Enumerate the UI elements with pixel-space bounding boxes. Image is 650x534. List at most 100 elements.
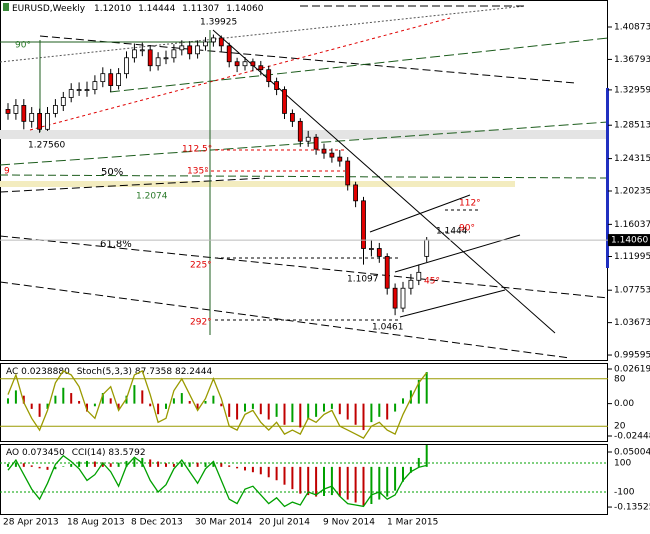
panel-header: AC 0.0238880 Stoch(5,3,3) 87.7358 82.244… [6,367,212,377]
candle-body [5,109,11,114]
y-tick-label: 1.36793 [614,55,650,65]
candle-body [329,152,335,158]
y-tick-label: 1.20235 [614,187,650,197]
ohlc-label: 1.12010 [94,4,131,14]
gray-band [0,130,607,139]
last-price-label: 1.14060 [611,236,648,246]
candle-body [45,113,50,130]
annotation: 90° [15,41,31,51]
annotation: 90° [459,224,475,234]
candle-body [100,73,106,83]
candle-body [313,136,319,150]
annotation: 292° [190,318,212,328]
candle-body [400,287,406,309]
x-tick-label: 1 Mar 2015 [387,518,438,528]
candle-body [424,239,430,257]
trend-line [29,17,451,131]
channel-line [399,289,506,318]
ohlc-label: 1.14060 [226,4,263,14]
candle-body [53,105,58,114]
candle-body [84,89,90,91]
y-tick-label: 1.32959 [614,85,650,95]
y-tick-label: -0.135252 [614,503,650,513]
chart-title: EURUSD,Weekly [12,4,86,14]
ohlc-label: 1.11307 [182,4,219,14]
annotation: 61.8% [100,239,132,250]
annotation: 1.2074 [136,192,168,202]
indicator-label: AC 0.0238880 [6,367,70,377]
candle-body [29,113,35,122]
candle-body [179,45,185,51]
candle-body [92,81,98,90]
candle-body [68,89,74,98]
candle-body [368,248,374,250]
candle-body [124,57,129,75]
candle-body [155,57,161,67]
y-tick-label: 0.99595 [614,351,650,361]
x-tick-label: 30 Mar 2014 [195,518,252,528]
x-tick-label: 9 Nov 2014 [323,518,375,528]
candle-body [210,37,216,43]
indicator-label: CCI(14) 83.5792 [72,448,146,458]
x-tick-label: 28 Apr 2013 [3,518,59,528]
candle-body [305,136,311,142]
y-tick-label: 1.40873 [614,22,650,32]
scroll-marker [606,88,609,268]
panel-header: AO 0.073450 CCI(14) 83.5792 [6,448,146,458]
y2-tick-label: 100 [614,458,631,468]
y-tick-label: 1.07753 [614,286,650,296]
candle-body [297,120,303,142]
y-tick-label: 0.050045 [614,447,650,457]
candle-body [226,45,232,63]
x-tick-label: 18 Aug 2013 [67,518,125,528]
candle-body [234,61,240,67]
candle-body [218,37,224,47]
annotation: 45° [424,277,440,287]
x-tick-label: 20 Jul 2014 [259,518,310,528]
candle-body [392,287,398,309]
candle-body [416,271,422,281]
y-tick-label: 0.00 [614,399,634,409]
trend-line [0,174,609,179]
candle-body [408,279,414,289]
candle-body [187,45,193,55]
annotation: 112.5° [182,145,212,155]
annotation: 1.27560 [28,141,65,151]
y-tick-label: -0.024485 [614,431,650,441]
candle-body [250,61,256,67]
candle-body [76,89,82,91]
x-tick-label: 8 Dec 2013 [131,518,183,528]
indicator-label: Stoch(5,3,3) 87.7358 82.2444 [77,367,213,377]
trend-line [39,35,576,84]
candle-body [21,105,27,122]
ohlc-label: 1.14444 [138,4,175,14]
yellow-band [0,181,515,187]
ao-panel [0,444,608,515]
candle-body [258,65,264,71]
indicator-line [7,369,428,439]
indicator-line [7,454,427,508]
y-tick-label: 1.16037 [614,220,650,230]
candle-body [108,73,114,86]
candle-body [289,113,295,122]
y2-tick-label: 80 [614,374,626,384]
channel-line [394,234,521,273]
y2-tick-label: 20 [614,422,626,432]
chart-header: EURUSD,Weekly 1.12010 1.14444 1.11307 1.… [12,4,264,14]
y-tick-label: 0.026192 [614,364,650,374]
annotation: 1.0461 [372,323,404,333]
candle-body [37,113,42,130]
indicator-label: AO 0.073450 [6,448,65,458]
candle-body [361,200,366,249]
y-tick-label: 1.11995 [614,252,650,262]
y-tick-label: 1.03673 [614,318,650,328]
candle-body [195,45,201,55]
candle-body [274,81,280,90]
candle-body [163,57,169,60]
annotation: 135° [187,167,209,177]
candle-body [321,148,327,154]
y2-tick-label: -100 [614,487,635,497]
candle-body [116,73,121,86]
annotation: 1.39925 [200,18,237,28]
